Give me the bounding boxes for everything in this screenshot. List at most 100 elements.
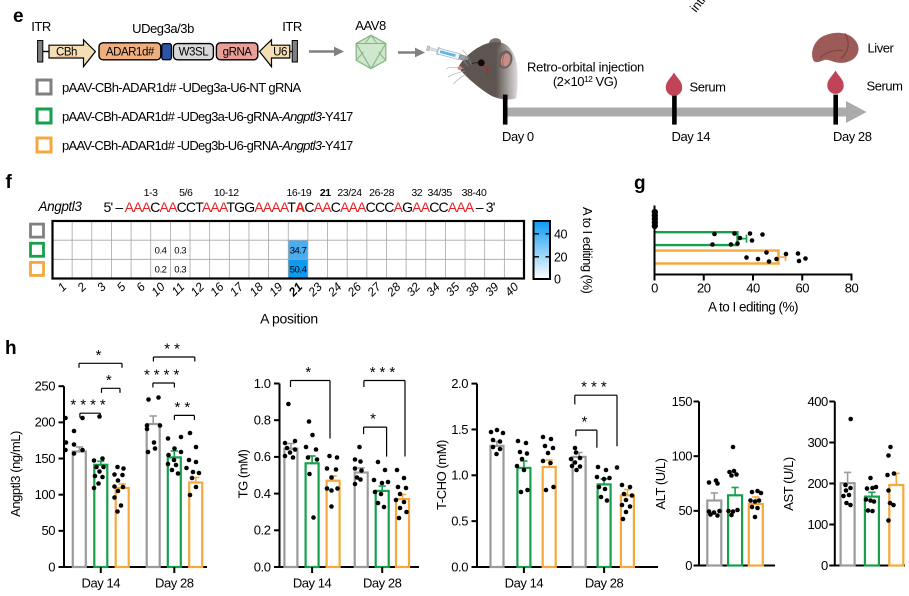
svg-text:UDeg3a/3b: UDeg3a/3b: [132, 21, 194, 36]
svg-text:250: 250: [35, 379, 56, 394]
svg-text:ALT (U/L): ALT (U/L): [653, 458, 668, 509]
svg-text:Serum: Serum: [867, 79, 903, 94]
svg-text:Retro-orbital injection: Retro-orbital injection: [527, 60, 644, 75]
svg-text:0.2: 0.2: [155, 264, 167, 275]
svg-text:U6: U6: [273, 47, 287, 59]
svg-text:1.5: 1.5: [451, 422, 468, 437]
svg-text:f: f: [6, 172, 13, 193]
svg-text:*: *: [96, 347, 106, 364]
svg-text:TG (mM): TG (mM): [236, 449, 251, 498]
svg-text:32: 32: [411, 187, 422, 199]
svg-text:0: 0: [554, 273, 561, 287]
svg-text:Liver: Liver: [868, 41, 895, 56]
svg-text:20: 20: [554, 251, 568, 265]
svg-text:ITR: ITR: [282, 19, 302, 34]
svg-text:23/24: 23/24: [337, 187, 362, 199]
svg-text:ADAR1d#: ADAR1d#: [106, 46, 155, 58]
svg-text:0: 0: [651, 281, 658, 296]
svg-text:50.4: 50.4: [290, 264, 307, 275]
svg-text:0.0: 0.0: [254, 559, 271, 574]
svg-text:pAAV-CBh-ADAR1d# -UDeg3a-U6-gR: pAAV-CBh-ADAR1d# -UDeg3a-U6-gRNA-Angptl3…: [62, 109, 353, 124]
svg-text:0: 0: [685, 558, 692, 573]
svg-text:0.4: 0.4: [155, 245, 167, 256]
svg-text:1.0: 1.0: [254, 376, 271, 391]
svg-text:26-28: 26-28: [369, 187, 394, 199]
svg-text:CBh: CBh: [56, 47, 77, 59]
svg-text:W3SL: W3SL: [179, 46, 210, 58]
svg-text:AAV8: AAV8: [355, 18, 386, 33]
svg-text:h: h: [5, 338, 16, 359]
svg-text:**: **: [175, 399, 195, 416]
svg-text:A to I editing (%): A to I editing (%): [580, 207, 595, 294]
svg-text:*: *: [106, 372, 116, 389]
svg-text:38-40: 38-40: [462, 187, 487, 199]
svg-text:34/35: 34/35: [428, 187, 453, 199]
svg-text:g: g: [634, 173, 645, 194]
svg-text:Day 28: Day 28: [833, 129, 872, 144]
svg-text:21: 21: [320, 187, 331, 199]
svg-text:100: 100: [35, 487, 56, 502]
svg-text:20: 20: [697, 281, 711, 296]
svg-text:T-CHO (mM): T-CHO (mM): [434, 440, 449, 510]
svg-text:(2×1012 VG): (2×1012 VG): [553, 74, 617, 89]
svg-text:***: ***: [581, 379, 611, 396]
svg-text:200: 200: [35, 415, 56, 430]
svg-text:pAAV-CBh-ADAR1d# -UDeg3a-U6-NT: pAAV-CBh-ADAR1d# -UDeg3a-U6-NT gRNA: [62, 80, 302, 95]
svg-text:80: 80: [845, 281, 859, 296]
svg-text:34.7: 34.7: [290, 245, 307, 256]
svg-text:1-3: 1-3: [144, 187, 159, 199]
svg-text:***: ***: [370, 364, 400, 381]
svg-text:0.3: 0.3: [174, 245, 186, 256]
svg-text:Day 28: Day 28: [363, 576, 402, 591]
svg-text:Day 14: Day 14: [82, 576, 121, 591]
svg-text:gRNA: gRNA: [223, 46, 253, 58]
svg-text:16-19: 16-19: [286, 187, 311, 199]
svg-text:10-12: 10-12: [214, 187, 239, 199]
svg-text:*: *: [370, 411, 380, 428]
svg-text:Angptl3: Angptl3: [38, 199, 83, 214]
svg-text:e: e: [13, 6, 23, 27]
svg-text:AST (U/L): AST (U/L): [781, 457, 796, 511]
svg-text:0: 0: [48, 559, 55, 574]
svg-text:*: *: [305, 364, 315, 381]
svg-text:0.6: 0.6: [254, 449, 271, 464]
svg-text:Day 14: Day 14: [672, 129, 711, 144]
svg-text:Day 28: Day 28: [155, 576, 194, 591]
svg-text:pAAV-CBh-ADAR1d# -UDeg3b-U6-gR: pAAV-CBh-ADAR1d# -UDeg3b-U6-gRNA-Angptl3…: [62, 138, 353, 153]
svg-text:A to I editing (%): A to I editing (%): [708, 300, 798, 315]
svg-text:60: 60: [795, 281, 809, 296]
svg-text:****: ****: [70, 397, 109, 414]
svg-text:2.0: 2.0: [451, 376, 468, 391]
svg-text:50: 50: [678, 503, 692, 518]
svg-text:ITR: ITR: [31, 19, 51, 34]
svg-text:300: 300: [807, 435, 828, 450]
svg-text:100: 100: [807, 517, 828, 532]
svg-text:Day 14: Day 14: [505, 576, 544, 591]
svg-text:100: 100: [672, 448, 693, 463]
svg-text:200: 200: [807, 476, 828, 491]
svg-text:**: **: [164, 341, 184, 358]
svg-text:50: 50: [41, 523, 55, 538]
svg-text:0.2: 0.2: [254, 523, 271, 538]
svg-text:150: 150: [35, 451, 56, 466]
svg-text:A position: A position: [260, 311, 318, 327]
svg-text:Day 28: Day 28: [585, 576, 624, 591]
svg-text:Day 0: Day 0: [502, 129, 534, 144]
svg-text:0: 0: [821, 558, 828, 573]
svg-text:0.8: 0.8: [254, 413, 271, 428]
svg-text:5' – AAACAACCTAAATGGAAAATACAAC: 5' – AAACAACCTAAATGGAAAATACAACAAACCCAGAA…: [104, 199, 495, 215]
svg-text:40: 40: [746, 281, 760, 296]
svg-text:40: 40: [554, 228, 568, 242]
svg-text:0.3: 0.3: [174, 264, 186, 275]
svg-text:****: ****: [144, 367, 183, 384]
svg-text:150: 150: [672, 394, 693, 409]
svg-text:Angptl3 (ng/mL): Angptl3 (ng/mL): [8, 431, 23, 517]
svg-text:1.0: 1.0: [451, 468, 468, 483]
svg-text:0.0: 0.0: [451, 559, 468, 574]
svg-text:0.4: 0.4: [254, 486, 271, 501]
svg-text:5/6: 5/6: [179, 187, 193, 199]
svg-text:400: 400: [807, 394, 828, 409]
svg-text:*: *: [581, 414, 591, 431]
svg-text:Day 14: Day 14: [293, 576, 332, 591]
svg-text:0.5: 0.5: [451, 513, 468, 528]
